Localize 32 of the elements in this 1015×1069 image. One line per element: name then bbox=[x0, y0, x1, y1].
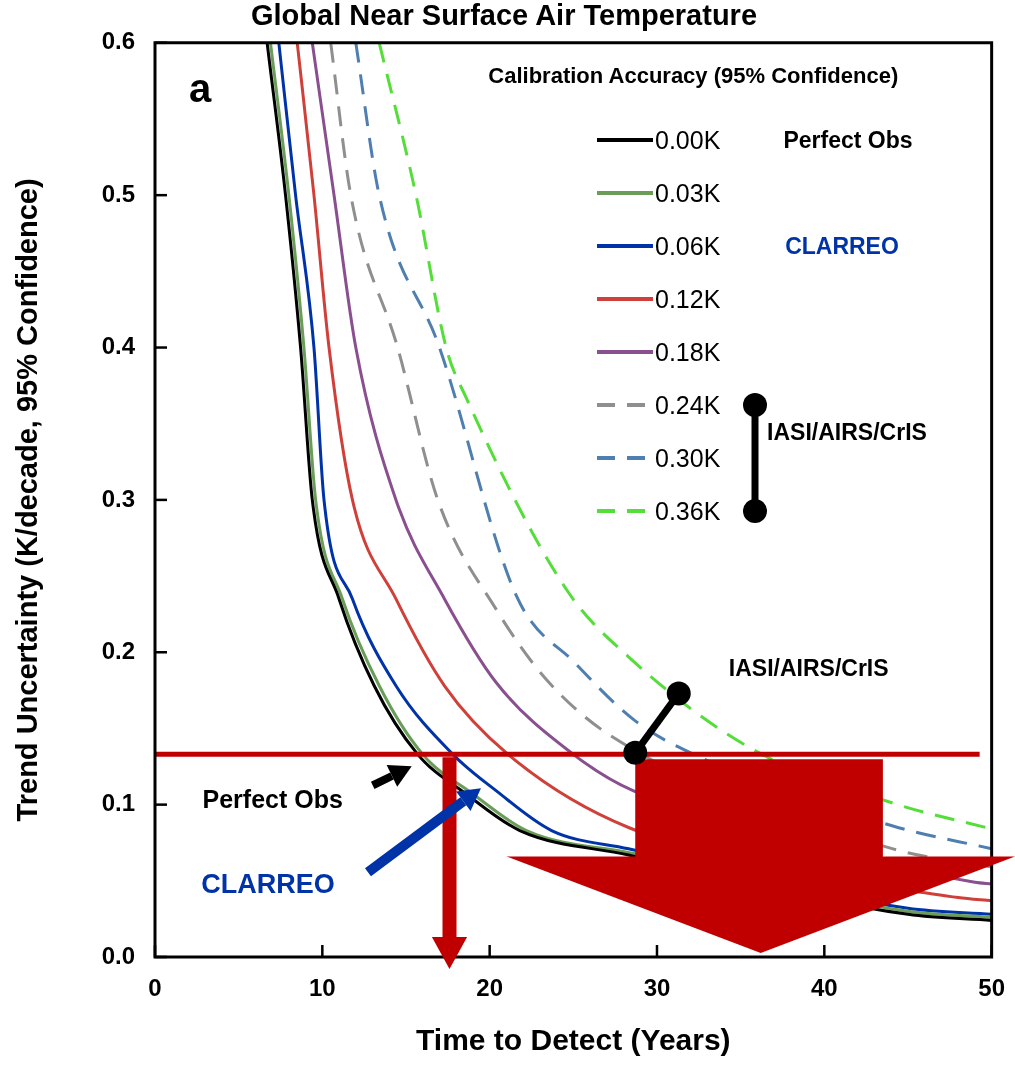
legend-label: 0.24K bbox=[655, 390, 721, 420]
y-tick-label: 0.6 bbox=[101, 27, 135, 55]
annotation: Perfect Obs bbox=[202, 784, 343, 814]
annotation: IASI/AIRS/CrIS bbox=[728, 654, 889, 682]
legend-label: 0.03K bbox=[655, 178, 721, 208]
annotation: CLARREO bbox=[785, 232, 899, 260]
legend-label: 0.36K bbox=[655, 496, 721, 526]
x-tick-label: 30 bbox=[643, 974, 671, 1002]
y-tick-label: 0.3 bbox=[101, 484, 135, 512]
y-tick-label: 0.2 bbox=[101, 636, 135, 664]
x-axis-title: Time to Detect (Years) bbox=[416, 1023, 731, 1057]
x-tick-label: 40 bbox=[810, 974, 838, 1002]
chart-title: Global Near Surface Air Temperature bbox=[250, 0, 758, 32]
legend-label: 0.00K bbox=[655, 125, 721, 155]
legend-label: 0.12K bbox=[655, 284, 721, 314]
x-tick-label: 10 bbox=[308, 974, 336, 1002]
y-tick-label: 0.0 bbox=[101, 941, 135, 969]
x-tick-label: 50 bbox=[978, 974, 1005, 1002]
legend-label: 0.18K bbox=[655, 337, 721, 367]
y-tick-label: 0.5 bbox=[101, 179, 135, 207]
x-tick-label: 20 bbox=[476, 974, 504, 1002]
annotation: IASI/AIRS/CrIS bbox=[767, 418, 927, 446]
legend-label: 0.06K bbox=[655, 231, 721, 261]
legend-label: 0.30K bbox=[655, 443, 721, 473]
y-axis-title: Trend Uncertainty (K/decade, 95% Confidence) bbox=[11, 178, 44, 822]
legend-title: Calibration Accuracy (95% Confidence) bbox=[488, 62, 899, 89]
y-tick-label: 0.1 bbox=[101, 789, 135, 817]
annotation: CLARREO bbox=[201, 868, 335, 900]
annotation: a bbox=[188, 65, 212, 111]
y-tick-label: 0.4 bbox=[101, 332, 136, 360]
annotation: Perfect Obs bbox=[783, 126, 913, 154]
x-tick-label: 0 bbox=[148, 974, 162, 1002]
